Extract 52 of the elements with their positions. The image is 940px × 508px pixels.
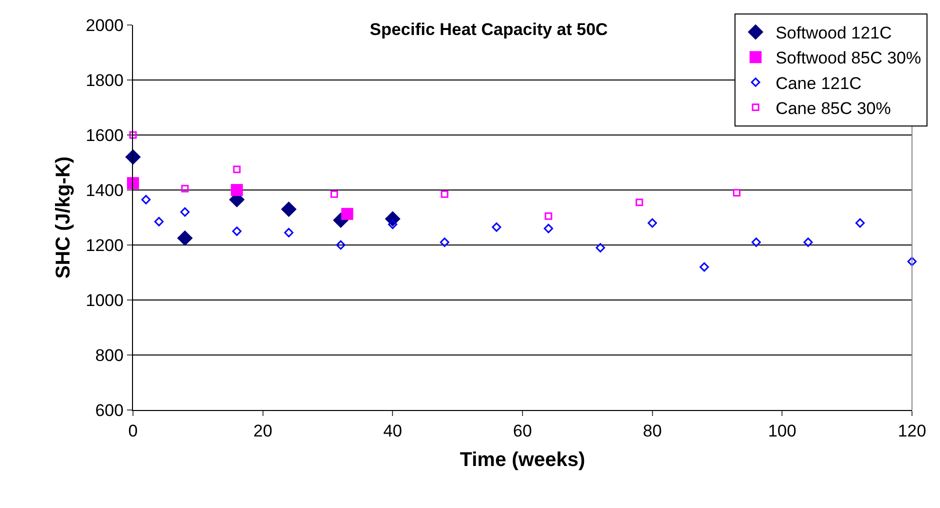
x-tick-label: 80 (642, 421, 662, 440)
point (129, 131, 137, 139)
point (492, 222, 502, 232)
y-tick-label: 1400 (86, 180, 124, 200)
point (180, 207, 190, 217)
point (596, 243, 606, 252)
point (440, 190, 448, 198)
point (233, 166, 241, 174)
point (341, 208, 354, 220)
point (732, 189, 740, 196)
point (127, 177, 139, 190)
point (544, 212, 552, 220)
point (230, 184, 243, 196)
point (284, 228, 294, 238)
point (336, 240, 346, 250)
point (636, 198, 644, 206)
point (803, 238, 813, 247)
x-tick-label: 100 (768, 421, 796, 440)
legend-label: Cane 121C (776, 74, 862, 93)
point (281, 201, 297, 218)
y-tick-label: 800 (95, 346, 124, 365)
chart-title: Specific Heat Capacity at 50C (370, 20, 608, 39)
point (330, 190, 338, 198)
y-tick-label: 1200 (86, 236, 124, 255)
point (141, 194, 151, 204)
x-tick-label: 20 (253, 421, 272, 440)
legend-label: Cane 85C 30% (776, 98, 891, 118)
point (154, 216, 164, 226)
y-tick-label: 1800 (86, 70, 124, 90)
x-axis-title: Time (weeks) (460, 448, 586, 471)
point (700, 262, 709, 272)
point (855, 218, 865, 228)
legend-label: Softwood 85C 30% (776, 48, 922, 68)
y-axis-title: SHC (J/kg-K) (52, 156, 74, 279)
point (232, 226, 242, 236)
x-tick-label: 60 (513, 421, 532, 440)
y-tick-label: 600 (95, 400, 124, 420)
point (181, 184, 189, 192)
point (544, 224, 554, 234)
point (752, 238, 761, 247)
x-tick-label: 120 (898, 421, 926, 440)
point (907, 256, 917, 266)
x-tick-label: 40 (383, 421, 402, 440)
legend-label: Softwood 121C (776, 24, 892, 43)
y-tick-label: 1000 (86, 290, 124, 310)
y-tick-label: 1600 (86, 126, 124, 145)
point (388, 220, 398, 230)
point (648, 218, 657, 228)
y-tick-label: 2000 (86, 16, 124, 35)
x-tick-label: 0 (128, 421, 138, 440)
point (177, 230, 193, 246)
point (440, 238, 450, 247)
